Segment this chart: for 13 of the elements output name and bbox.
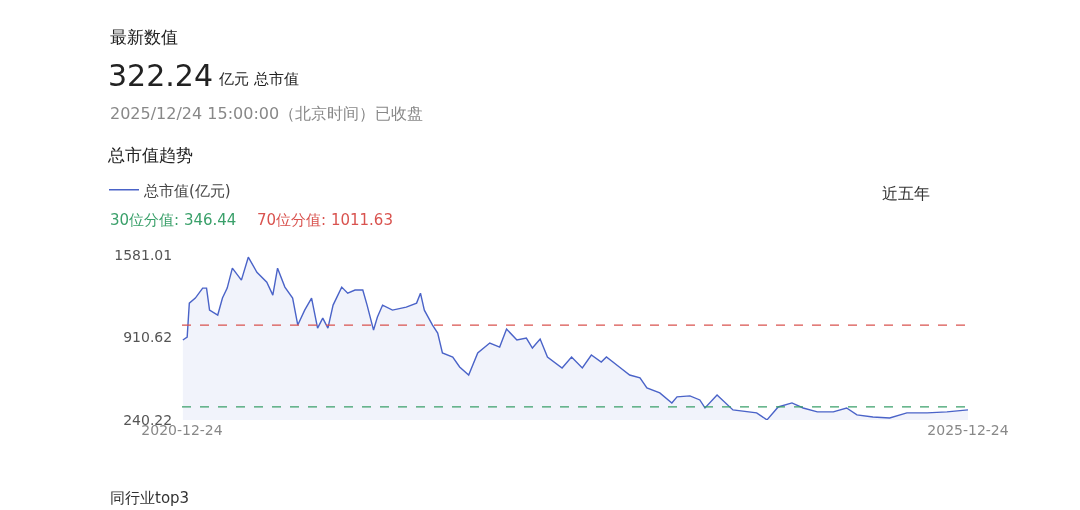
text: 2025/12/24 15:00:00（北京时间）已收盘 [110,104,424,123]
text: 同行业top3 [110,489,190,507]
text: 亿元 总市值 [218,70,299,88]
text: 近五年 [882,184,930,203]
y-tick-label: 910.62 [123,329,173,346]
y-tick-label: 1581.01 [114,246,173,263]
text: 322.24 [108,58,213,93]
chart-title: 总市值趋势 [107,144,193,165]
x-tick-label: 2025-12-24 [927,422,1009,438]
ref-line-label: 70位分值: 1011.63 [257,211,393,229]
text: 最新数值 [110,27,178,47]
ref-line-label: 30位分值: 346.44 [110,211,237,229]
legend-label: 总市值(亿元) [143,181,231,200]
